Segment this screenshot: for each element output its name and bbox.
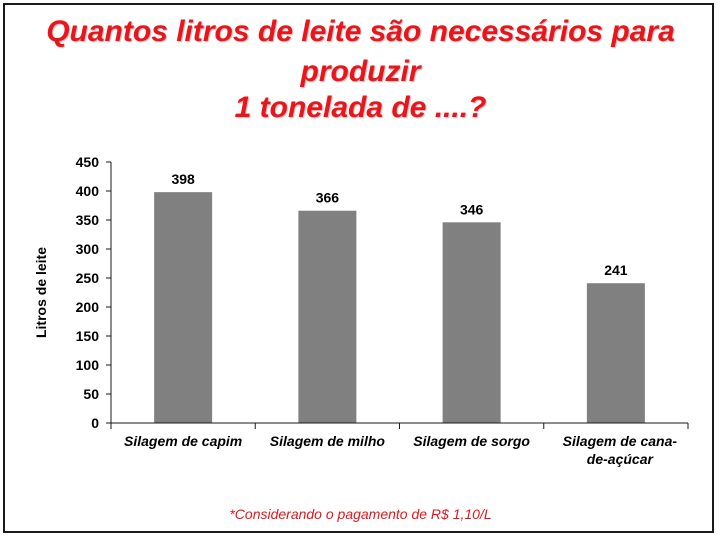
title-line-3: 1 tonelada de ....? [234,91,487,124]
y-axis-title-group: Litros de leite [33,247,49,338]
y-tick-label: 400 [76,183,100,199]
y-tick-label: 350 [76,212,100,228]
data-label: 366 [316,190,340,206]
title-line-2: produzir [300,55,421,88]
bar [586,283,645,423]
x-tick-label: Silagem de capim [124,433,242,449]
y-tick-label: 200 [76,299,100,315]
y-tick-label: 150 [76,328,100,344]
footnote: *Considerando o pagamento de R$ 1,10/L [229,506,492,522]
y-tick-label: 50 [83,386,99,402]
title-line-1: Quantos litros de leite são necessários … [46,15,675,48]
bar [298,210,357,423]
y-tick-label: 250 [76,270,100,286]
y-axis-ticks: 0 50 100 150 200 250 300 350 400 450 [76,154,111,431]
slide-frame [3,3,714,533]
axes [110,162,689,429]
y-axis-title: Litros de leite [33,247,49,338]
bar [154,192,213,423]
data-label: 398 [171,171,195,187]
y-tick-label: 300 [76,241,100,257]
y-tick-label: 100 [76,357,100,373]
x-tick-label: Silagem de milho [270,433,386,449]
data-label: 346 [460,201,484,217]
x-tick-label: de-açúcar [587,451,655,467]
y-tick-label: 0 [91,415,99,431]
data-labels: 398 366 346 241 [171,171,627,278]
bars [154,192,645,423]
data-label: 241 [604,262,628,278]
bar [442,222,501,423]
y-tick-label: 450 [76,154,100,170]
x-tick-label: Silagem de sorgo [413,433,530,449]
x-axis-labels: Silagem de capim Silagem de milho Silagem … [124,433,677,467]
x-tick-label: Silagem de cana- [563,433,678,449]
